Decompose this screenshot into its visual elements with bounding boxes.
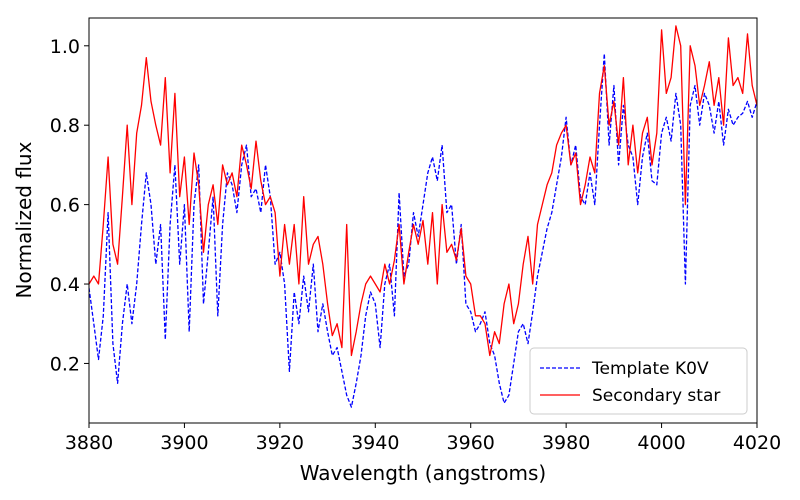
x-tick-label: 3880: [65, 432, 113, 454]
legend-label-secondary: Secondary star: [592, 386, 720, 406]
y-axis-label: Normalized flux: [12, 141, 36, 298]
x-tick-label: 3960: [447, 432, 495, 454]
y-tick-label: 0.8: [50, 115, 80, 137]
x-tick-label: 3920: [256, 432, 304, 454]
legend: Template K0V Secondary star: [529, 347, 748, 415]
x-tick-label: 4000: [637, 432, 685, 454]
plot-frame: [88, 17, 758, 424]
legend-label-template: Template K0V: [591, 359, 709, 379]
y-tick-label: 1.0: [50, 36, 80, 58]
x-tick-label: 3940: [351, 432, 399, 454]
x-tick-label: 3980: [542, 432, 590, 454]
y-tick-label: 0.6: [50, 195, 80, 217]
x-axis: 3880 3900 3920 3940 3960 3980 4000 4020: [65, 423, 781, 454]
y-tick-label: 0.2: [50, 353, 80, 375]
y-axis: 0.2 0.4 0.6 0.8 1.0: [50, 36, 89, 375]
series-layer: [89, 25, 757, 408]
x-tick-label: 4020: [733, 432, 781, 454]
x-tick-label: 3900: [160, 432, 208, 454]
x-axis-label: Wavelength (angstroms): [300, 461, 546, 485]
series-line-secondary-star: [89, 25, 757, 357]
legend-box: [529, 347, 748, 415]
y-tick-label: 0.4: [50, 274, 80, 296]
